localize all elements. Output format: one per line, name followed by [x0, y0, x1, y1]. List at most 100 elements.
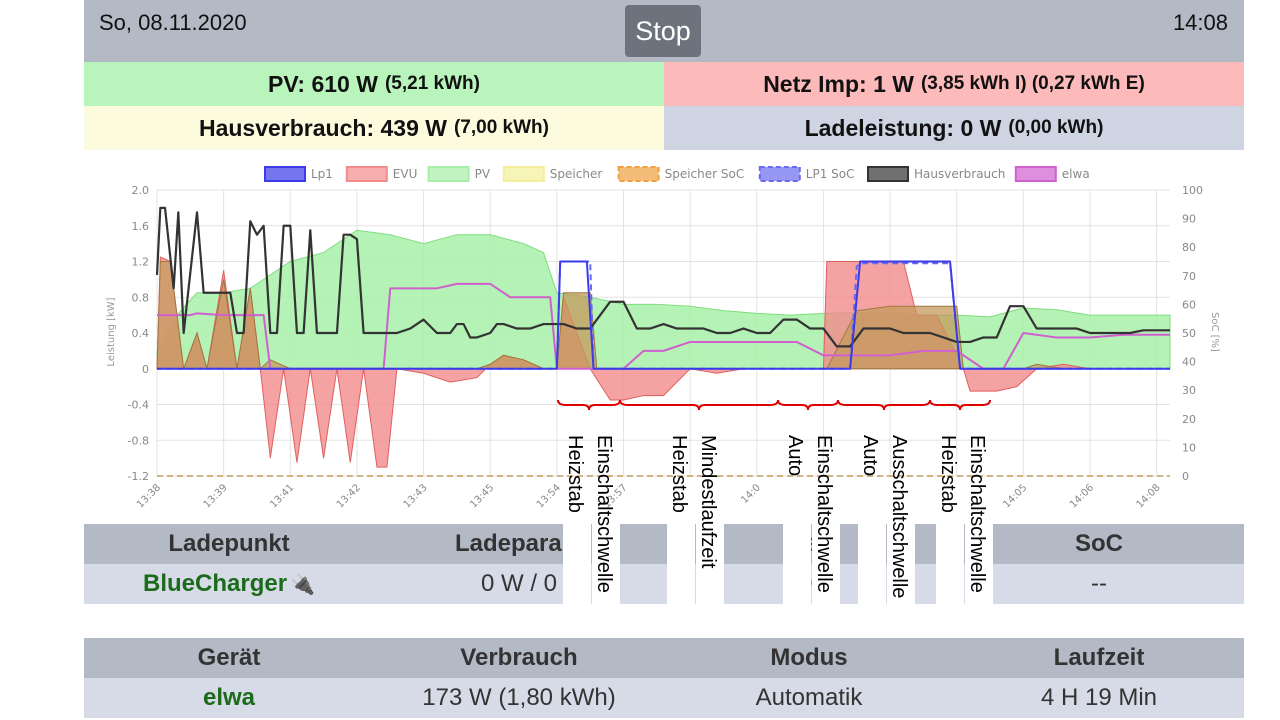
legend-item: Speicher — [502, 166, 603, 182]
table-row: elwa 173 W (1,80 kWh) Automatik 4 H 19 M… — [84, 678, 1244, 718]
series-haus-line — [155, 206, 1170, 348]
x-tick-label: 13:54 — [535, 482, 563, 510]
annotation-label: Auto — [859, 435, 881, 477]
annotation-label: Heizstab — [668, 435, 690, 513]
legend-label: PV — [475, 167, 491, 181]
top-bar: So, 08.11.2020 Stop 14:08 — [84, 0, 1244, 62]
col-ladepunkt: Ladepunkt — [168, 530, 290, 557]
pv-energy: (5,21 kWh) — [384, 73, 480, 94]
col-geraet: Gerät — [197, 644, 261, 671]
chargepoint-name[interactable]: BlueCharger 🔌 — [84, 570, 374, 598]
legend-swatch — [617, 166, 660, 182]
table-row: BlueCharger🔌 0 W / 0 0, -- — [84, 564, 1244, 604]
legend-swatch — [427, 166, 470, 182]
y-tick-label: 1.6 — [132, 220, 150, 233]
legend-swatch — [758, 166, 801, 182]
house-consumption-energy: (7,00 kWh) — [453, 117, 549, 138]
y-tick-label: 2.0 — [132, 184, 150, 197]
x-tick-label: 13:41 — [268, 482, 296, 510]
chart-plot-area — [155, 206, 1171, 477]
y-tick-label: -0.8 — [128, 434, 149, 447]
y-tick-label: 0 — [142, 363, 149, 376]
y2-tick-label: 70 — [1182, 270, 1196, 283]
date-display: So, 08.11.2020 — [99, 10, 247, 35]
annotation-braces — [557, 399, 991, 411]
annotation-backdrop — [887, 520, 915, 620]
annotation-label: Einschaltschwelle — [593, 435, 615, 593]
annotation-label: Mindestlaufzeit — [697, 435, 719, 569]
legend-swatch — [264, 166, 306, 182]
y-tick-label: -1.2 — [128, 470, 149, 483]
annotation-label: Ausschaltschwelle — [888, 435, 910, 599]
y-tick-label: -0.4 — [128, 399, 149, 412]
x-tick-label: 14:06 — [1068, 482, 1096, 510]
x-tick-label: 13:45 — [468, 482, 496, 510]
y-tick-label: 0.4 — [132, 327, 150, 340]
chargepoint-table: Ladepunkt Ladeparam la SoC BlueCharger🔌 … — [84, 524, 1244, 604]
x-tick-label: 13:43 — [402, 482, 430, 510]
legend-label: LP1 SoC — [806, 167, 855, 181]
device-name[interactable]: elwa — [202, 684, 256, 711]
y2-tick-label: 10 — [1182, 441, 1196, 454]
series-lp1-line — [157, 260, 1170, 370]
x-tick-label: 13:39 — [202, 482, 230, 510]
col-verbrauch: Verbrauch — [460, 644, 578, 671]
y2-tick-label: 0 — [1182, 470, 1189, 483]
legend-item: PV — [427, 166, 491, 182]
y2-tick-label: 50 — [1182, 327, 1196, 340]
pv-value: PV: 610 W — [268, 70, 378, 97]
charging-power-energy: (0,00 kWh) — [1008, 117, 1104, 138]
annotation-backdrop — [563, 520, 591, 620]
chargepoint-power: 0 W / 0 — [480, 570, 558, 597]
annotation-label: Heizstab — [564, 435, 586, 513]
y2-tick-label: 40 — [1182, 356, 1196, 369]
chart-legend: Lp1 EVU PV Speicher Speicher SoC LP1 SoC Hausv… — [264, 166, 1090, 182]
x-tick-label: 14:05 — [1001, 482, 1029, 510]
device-consumption: 173 W (1,80 kWh) — [422, 684, 616, 711]
annotation-backdrop — [783, 520, 811, 620]
annotation-brace — [557, 399, 621, 411]
legend-swatch — [345, 166, 388, 182]
y2-tick-label: 80 — [1182, 241, 1196, 254]
legend-label: elwa — [1062, 167, 1090, 181]
y2-tick-label: 30 — [1182, 384, 1196, 397]
y-tick-label: 1.2 — [132, 256, 150, 269]
grid-value: Netz Imp: 1 W — [763, 70, 914, 97]
annotation-label: Einschaltschwelle — [966, 435, 988, 593]
legend-item: Lp1 — [264, 166, 333, 182]
annotation-label: Einschaltschwelle — [813, 435, 835, 593]
stop-button[interactable]: Stop — [625, 5, 701, 57]
chargepoint-soc: -- — [1091, 570, 1107, 597]
annotation-backdrop — [858, 520, 886, 620]
legend-label: Hausverbrauch — [914, 167, 1005, 181]
plug-icon: 🔌 — [290, 574, 315, 596]
legend-label: Speicher — [550, 167, 603, 181]
x-tick-label: 14:08 — [1135, 482, 1163, 510]
annotation-brace — [929, 399, 991, 411]
x-tick-label: 13:42 — [335, 482, 363, 510]
legend-item: LP1 SoC — [758, 166, 855, 182]
col-modus: Modus — [770, 644, 848, 671]
legend-swatch — [867, 166, 909, 182]
col-soc: SoC — [1075, 530, 1123, 557]
annotation-brace — [619, 399, 779, 411]
x-tick-label: 13:38 — [135, 482, 163, 510]
device-runtime: 4 H 19 Min — [1040, 684, 1158, 711]
power-chart: Lp1 EVU PV Speicher Speicher SoC LP1 SoC Hausv… — [106, 166, 1220, 511]
x-tick-label: 14:0 — [739, 482, 763, 506]
charging-power-value: Ladeleistung: 0 W — [804, 114, 1002, 141]
y-tick-label: 0.8 — [132, 291, 150, 304]
annotation-brace — [777, 399, 839, 411]
y2-tick-label: 60 — [1182, 298, 1196, 311]
legend-swatch — [502, 166, 545, 182]
y2-tick-label: 20 — [1182, 413, 1196, 426]
annotation-label: Heizstab — [937, 435, 959, 513]
legend-item: elwa — [1014, 166, 1090, 182]
col-laufzeit: Laufzeit — [1053, 644, 1145, 671]
col-ladeparam: Ladeparam — [454, 530, 584, 557]
y2-tick-label: 100 — [1182, 184, 1203, 197]
grid-card: Netz Imp: 1 W (3,85 kWh I) (0,27 kWh E) — [664, 62, 1244, 106]
annotation-backdrop — [936, 520, 964, 620]
time-display: 14:08 — [1172, 10, 1228, 35]
legend-label: Speicher SoC — [665, 167, 745, 181]
